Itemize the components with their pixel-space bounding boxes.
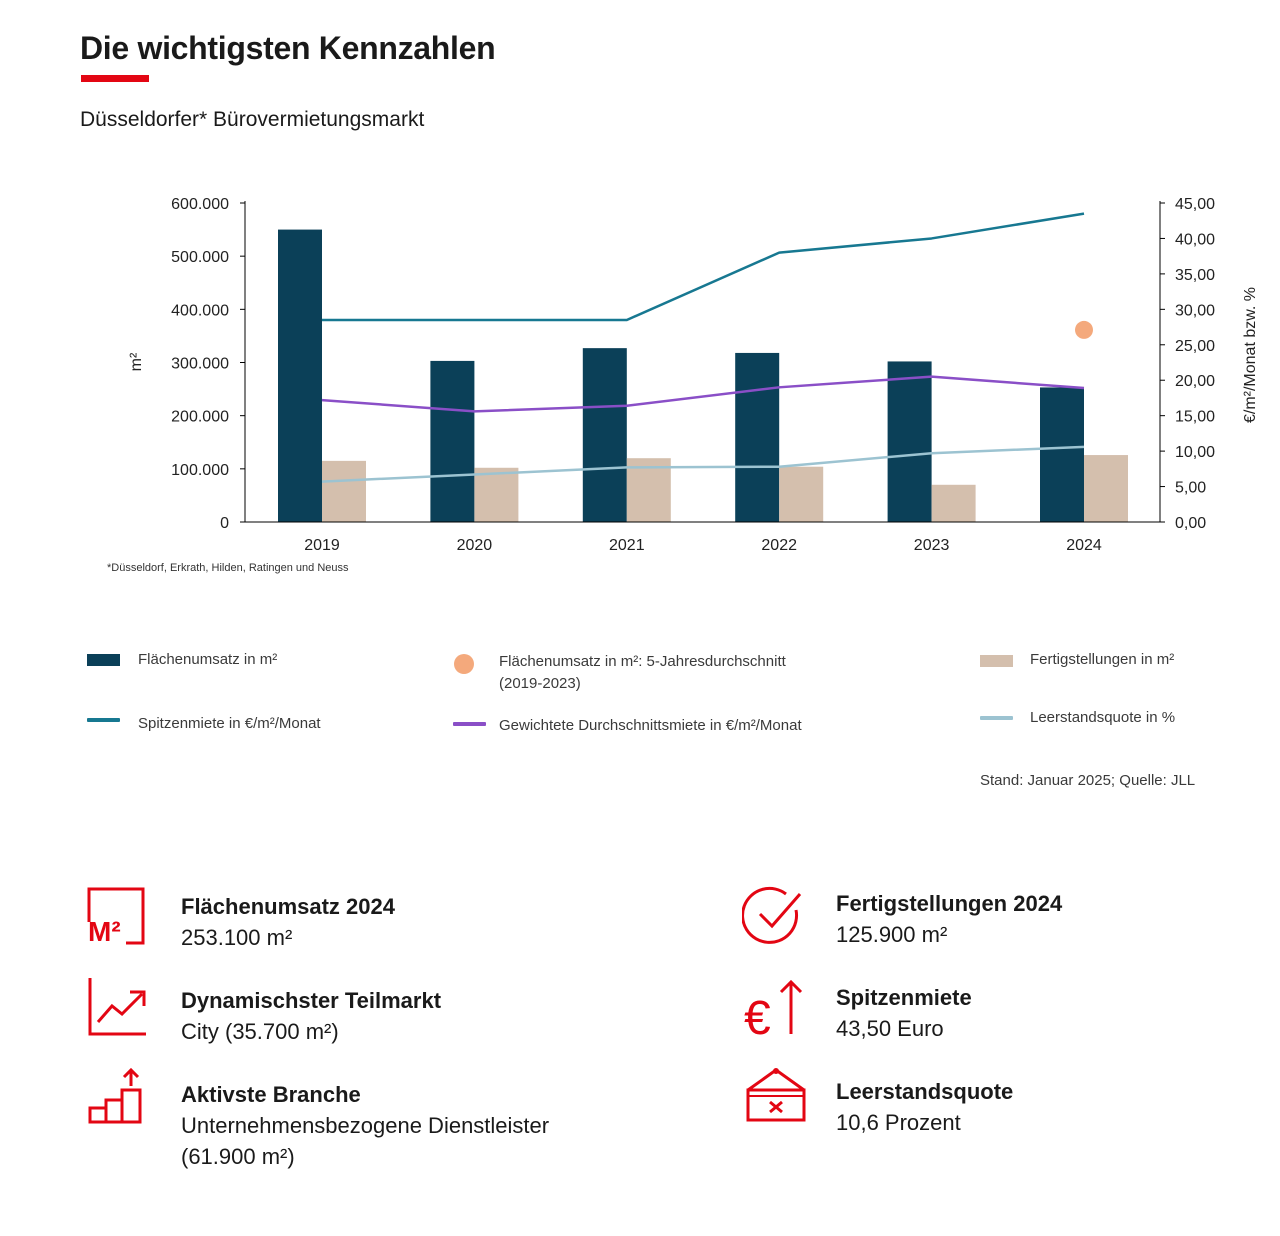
line-leerstandsquote bbox=[321, 445, 1085, 483]
check-circle-icon bbox=[742, 886, 802, 944]
kpi-value-branche-area: (61.900 m²) bbox=[181, 1144, 295, 1169]
kpi-value-branche: Unternehmensbezogene Dienstleister bbox=[181, 1113, 550, 1138]
kpi-value-spitze: 43,50 Euro bbox=[836, 1016, 944, 1041]
y-axis-title-right: €/m²/Monat bzw. % bbox=[1242, 287, 1259, 423]
legend-label-avg: Flächenumsatz in m²: 5-Jahresdurchschnit… bbox=[499, 653, 786, 670]
kpi-label-spitze: Spitzenmiete bbox=[836, 985, 972, 1010]
y-tick-label-left: 500.000 bbox=[171, 249, 229, 266]
kpi-label-leerstand: Leerstandsquote bbox=[836, 1079, 1014, 1104]
svg-text:M²: M² bbox=[88, 916, 121, 946]
office-market-chart: 0 100.000 200.000 300.000 400.000 500.000 600.… bbox=[107, 196, 1259, 574]
legend-label-durchschnitt: Gewichtete Durchschnittsmiete in €/m²/Mo… bbox=[499, 717, 802, 734]
bar-fertigstellungen-2024 bbox=[1084, 455, 1128, 522]
y-tick-label-left: 0 bbox=[220, 515, 229, 532]
line-durchschnittsmiete bbox=[321, 375, 1085, 413]
bar-flaechenumsatz-2020 bbox=[430, 360, 475, 522]
legend-label-avg-range: (2019-2023) bbox=[499, 675, 581, 692]
y-tick-label-left: 300.000 bbox=[171, 356, 229, 373]
x-tick-label: 2020 bbox=[457, 537, 493, 554]
legend-line-spitze bbox=[87, 718, 120, 722]
bar-fertigstellungen-2019 bbox=[322, 460, 366, 522]
x-tick-label: 2023 bbox=[914, 537, 950, 554]
bar-flaechenumsatz-2021 bbox=[582, 348, 627, 522]
legend-swatch-fertig bbox=[980, 655, 1013, 667]
source-note: Stand: Januar 2025; Quelle: JLL bbox=[980, 772, 1196, 789]
legend-dot-avg bbox=[454, 654, 474, 674]
legend-line-durchschnitt bbox=[453, 722, 486, 726]
legend-swatch-umsatz bbox=[87, 654, 120, 666]
kpi-label-fertig: Fertigstellungen 2024 bbox=[836, 891, 1063, 916]
kpi-label-branche: Aktivste Branche bbox=[181, 1082, 361, 1107]
legend-label-fertig: Fertigstellungen in m² bbox=[1030, 651, 1175, 668]
x-tick-label: 2022 bbox=[761, 537, 797, 554]
bar-steps-icon bbox=[88, 1067, 142, 1124]
title-underline bbox=[81, 75, 149, 82]
y-tick-label-left: 600.000 bbox=[171, 196, 229, 213]
legend-line-leerstand bbox=[980, 716, 1013, 720]
bar-fertigstellungen-2023 bbox=[931, 484, 976, 522]
y-tick-label-right: 15,00 bbox=[1175, 409, 1215, 426]
line-spitzenmiete bbox=[322, 212, 1085, 322]
y-tick-label-right: 20,00 bbox=[1175, 373, 1215, 390]
y-tick-label-right: 5,00 bbox=[1175, 480, 1206, 497]
y-tick-label-right: 35,00 bbox=[1175, 267, 1215, 284]
legend-label-spitze: Spitzenmiete in €/m²/Monat bbox=[138, 715, 321, 732]
y-axis-title-left: m² bbox=[128, 352, 145, 371]
y-tick-label-right: 25,00 bbox=[1175, 338, 1215, 355]
kpi-value-fertig: 125.900 m² bbox=[836, 922, 948, 947]
trend-chart-icon bbox=[88, 978, 146, 1036]
bar-flaechenumsatz-2022 bbox=[735, 352, 780, 522]
y-tick-label-left: 100.000 bbox=[171, 462, 229, 479]
x-tick-label: 2019 bbox=[304, 537, 340, 554]
kpi-value-teilmarkt: City (35.700 m²) bbox=[181, 1019, 339, 1044]
x-tick-label: 2024 bbox=[1066, 537, 1102, 554]
bar-flaechenumsatz-2023 bbox=[887, 361, 932, 522]
kpi-value-umsatz: 253.100 m² bbox=[181, 925, 293, 950]
dot-5yr-average bbox=[1075, 320, 1093, 339]
svg-text:€: € bbox=[744, 992, 771, 1038]
y-tick-label-right: 10,00 bbox=[1175, 444, 1215, 461]
bar-fertigstellungen-2022 bbox=[779, 466, 824, 522]
vacant-sign-icon bbox=[746, 1068, 806, 1122]
bar-flaechenumsatz-2024 bbox=[1040, 387, 1084, 522]
legend-label-umsatz: Flächenumsatz in m² bbox=[138, 651, 278, 668]
m2-square-icon: M² bbox=[87, 887, 145, 946]
y-tick-label-left: 200.000 bbox=[171, 409, 229, 426]
page-title: Die wichtigsten Kennzahlen bbox=[80, 30, 496, 66]
chart-footnote: *Düsseldorf, Erkrath, Hilden, Ratingen u… bbox=[107, 562, 349, 574]
bar-fertigstellungen-2021 bbox=[626, 458, 671, 522]
x-tick-label: 2021 bbox=[609, 537, 645, 554]
y-tick-label-right: 30,00 bbox=[1175, 302, 1215, 319]
kpi-label-teilmarkt: Dynamischster Teilmarkt bbox=[181, 988, 442, 1013]
kpi-value-leerstand: 10,6 Prozent bbox=[836, 1110, 961, 1135]
y-tick-label-right: 40,00 bbox=[1175, 231, 1215, 248]
y-tick-label-left: 400.000 bbox=[171, 302, 229, 319]
bar-fertigstellungen-2020 bbox=[474, 467, 519, 522]
y-tick-label-right: 45,00 bbox=[1175, 196, 1215, 213]
page-subtitle: Düsseldorfer* Bürovermietungsmarkt bbox=[80, 108, 425, 131]
euro-up-icon: € bbox=[744, 979, 803, 1038]
y-tick-label-right: 0,00 bbox=[1175, 515, 1206, 532]
bar-flaechenumsatz-2019 bbox=[278, 229, 322, 523]
kpi-label-umsatz: Flächenumsatz 2024 bbox=[181, 894, 395, 919]
legend-label-leerstand: Leerstandsquote in % bbox=[1030, 709, 1176, 726]
